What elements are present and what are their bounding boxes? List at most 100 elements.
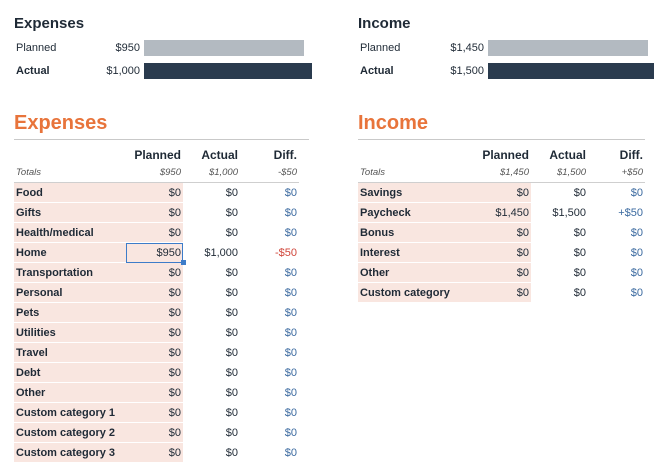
planned-cell[interactable]: $0	[126, 222, 183, 243]
income-summary: Income Planned $1,450 Actual $1,500	[358, 14, 658, 80]
planned-cell[interactable]: $1,450	[474, 202, 531, 223]
planned-cell[interactable]: $0	[126, 182, 183, 203]
actual-cell[interactable]: $0	[531, 182, 588, 203]
category-cell[interactable]: Bonus	[358, 222, 474, 243]
planned-cell[interactable]: $0	[474, 182, 531, 203]
category-cell[interactable]: Transportation	[14, 262, 126, 283]
actual-cell[interactable]: $0	[183, 342, 240, 363]
planned-cell[interactable]: $0	[474, 222, 531, 243]
diff-cell[interactable]: $0	[240, 362, 299, 383]
income-actual-row: Actual $1,500	[358, 62, 658, 80]
diff-cell[interactable]: $0	[588, 262, 645, 283]
diff-cell[interactable]: -$50	[240, 242, 299, 263]
actual-label: Actual	[360, 65, 394, 77]
diff-cell[interactable]: $0	[240, 182, 299, 203]
planned-cell[interactable]: $0	[126, 422, 183, 443]
header-planned[interactable]: Planned	[134, 148, 181, 162]
header-planned[interactable]: Planned	[482, 148, 529, 162]
actual-cell[interactable]: $0	[183, 362, 240, 383]
diff-cell[interactable]: $0	[240, 382, 299, 403]
table-row: Food $0 $0 $0	[14, 182, 299, 203]
actual-cell[interactable]: $0	[183, 322, 240, 343]
diff-cell[interactable]: $0	[588, 222, 645, 243]
planned-cell[interactable]: $950	[126, 242, 186, 265]
category-cell[interactable]: Interest	[358, 242, 474, 263]
category-cell[interactable]: Custom category 2	[14, 422, 126, 443]
actual-bar	[144, 63, 312, 79]
actual-cell[interactable]: $0	[183, 382, 240, 403]
actual-cell[interactable]: $0	[183, 282, 240, 303]
diff-cell[interactable]: $0	[240, 202, 299, 223]
diff-cell[interactable]: $0	[240, 322, 299, 343]
diff-cell[interactable]: +$50	[588, 202, 645, 223]
planned-cell[interactable]: $0	[126, 262, 183, 283]
diff-cell[interactable]: $0	[240, 442, 299, 463]
expenses-summary-title: Expenses	[14, 15, 85, 32]
category-cell[interactable]: Utilities	[14, 322, 126, 343]
category-cell[interactable]: Personal	[14, 282, 126, 303]
actual-cell[interactable]: $1,500	[531, 202, 588, 223]
planned-cell[interactable]: $0	[126, 402, 183, 423]
planned-bar	[144, 40, 304, 56]
actual-cell[interactable]: $0	[183, 302, 240, 323]
header-actual[interactable]: Actual	[201, 148, 238, 162]
category-cell[interactable]: Custom category 1	[14, 402, 126, 423]
planned-cell[interactable]: $0	[126, 322, 183, 343]
actual-cell[interactable]: $0	[531, 282, 588, 303]
expenses-planned-row: Planned $950	[14, 39, 314, 57]
diff-cell[interactable]: $0	[240, 282, 299, 303]
table-row: Paycheck $1,450 $1,500 +$50	[358, 202, 645, 223]
diff-cell[interactable]: $0	[240, 422, 299, 443]
planned-cell[interactable]: $0	[126, 382, 183, 403]
actual-cell[interactable]: $0	[183, 402, 240, 423]
actual-cell[interactable]: $0	[183, 202, 240, 223]
category-cell[interactable]: Pets	[14, 302, 126, 323]
category-cell[interactable]: Debt	[14, 362, 126, 383]
actual-cell[interactable]: $0	[531, 242, 588, 263]
diff-cell[interactable]: $0	[240, 262, 299, 283]
diff-cell[interactable]: $0	[240, 222, 299, 243]
table-row: Custom category 2 $0 $0 $0	[14, 422, 299, 443]
header-actual[interactable]: Actual	[549, 148, 586, 162]
actual-cell[interactable]: $0	[531, 262, 588, 283]
category-cell[interactable]: Paycheck	[358, 202, 474, 223]
category-cell[interactable]: Custom category	[358, 282, 474, 303]
diff-cell[interactable]: $0	[240, 402, 299, 423]
table-row: Utilities $0 $0 $0	[14, 322, 299, 343]
diff-cell[interactable]: $0	[240, 342, 299, 363]
category-cell[interactable]: Savings	[358, 182, 474, 203]
actual-cell[interactable]: $0	[183, 442, 240, 463]
actual-cell[interactable]: $0	[183, 222, 240, 243]
category-cell[interactable]: Travel	[14, 342, 126, 363]
planned-cell[interactable]: $0	[474, 262, 531, 283]
planned-cell[interactable]: $0	[126, 442, 183, 463]
planned-cell[interactable]: $0	[126, 342, 183, 363]
planned-cell[interactable]: $0	[126, 282, 183, 303]
category-cell[interactable]: Custom category 3	[14, 442, 126, 463]
diff-cell[interactable]: $0	[240, 302, 299, 323]
actual-cell[interactable]: $0	[183, 262, 240, 283]
actual-cell[interactable]: $0	[531, 222, 588, 243]
planned-cell[interactable]: $0	[126, 302, 183, 323]
header-diff[interactable]: Diff.	[273, 148, 297, 162]
category-cell[interactable]: Gifts	[14, 202, 126, 223]
diff-cell[interactable]: $0	[588, 242, 645, 263]
actual-cell[interactable]: $0	[183, 422, 240, 443]
diff-cell[interactable]: $0	[588, 282, 645, 303]
category-cell[interactable]: Home	[14, 242, 126, 263]
planned-label: Planned	[16, 42, 57, 54]
diff-cell[interactable]: $0	[588, 182, 645, 203]
planned-cell[interactable]: $0	[474, 242, 531, 263]
category-cell[interactable]: Health/medical	[14, 222, 126, 243]
header-diff[interactable]: Diff.	[619, 148, 643, 162]
planned-cell[interactable]: $0	[474, 282, 531, 303]
actual-cell[interactable]: $0	[183, 182, 240, 203]
planned-cell[interactable]: $0	[126, 202, 183, 223]
planned-value: $1,450	[450, 42, 484, 54]
income-summary-title: Income	[358, 15, 411, 32]
category-cell[interactable]: Food	[14, 182, 126, 203]
category-cell[interactable]: Other	[358, 262, 474, 283]
category-cell[interactable]: Other	[14, 382, 126, 403]
actual-cell[interactable]: $1,000	[183, 242, 240, 263]
planned-cell[interactable]: $0	[126, 362, 183, 383]
